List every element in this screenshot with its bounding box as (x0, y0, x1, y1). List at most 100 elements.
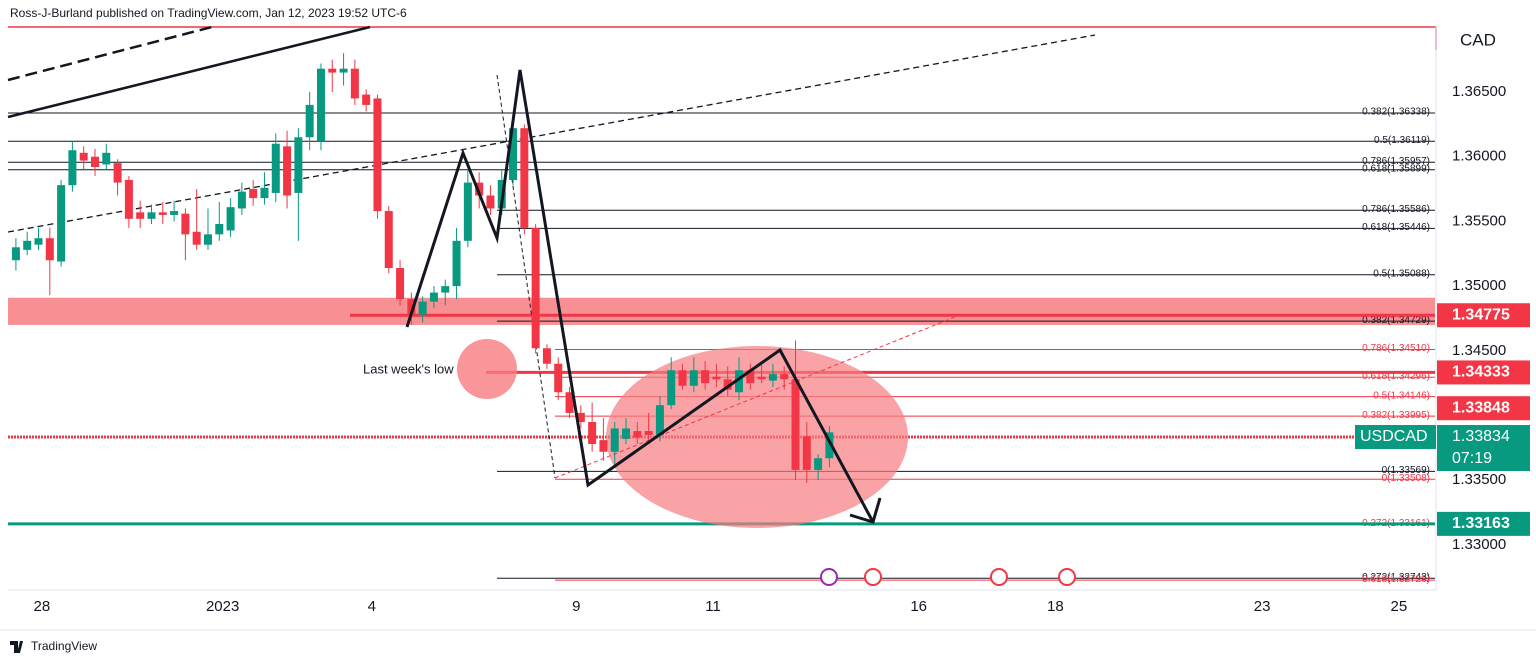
candle-body (362, 94, 371, 105)
candle-body (260, 187, 269, 199)
y-tick-label: 1.33500 (1452, 471, 1506, 488)
candle-body (249, 189, 258, 199)
trend-line (7, 25, 371, 119)
candle-body (34, 238, 43, 245)
candle-body (610, 428, 619, 452)
candle-body (136, 212, 145, 219)
trend-line (7, 34, 1096, 233)
fib-label: 0(1.33569) (1382, 465, 1430, 476)
symbol-box (1355, 425, 1436, 450)
candle-body (509, 128, 518, 180)
fib-trend (496, 74, 556, 479)
candle-body (90, 156, 99, 168)
event-icon[interactable] (820, 568, 838, 586)
candle-body (181, 213, 190, 235)
x-tick-label: 9 (572, 598, 580, 615)
fib-label: 0.618(1.35446) (1362, 222, 1430, 233)
candle-body (384, 211, 393, 268)
y-tick-label: 1.35000 (1452, 277, 1506, 294)
x-tick-label: 25 (1391, 598, 1408, 615)
candle-body (11, 247, 20, 261)
candle-body (57, 185, 66, 262)
candle-body (599, 440, 608, 452)
arrow-head (849, 497, 882, 524)
candle-body (576, 412, 585, 423)
candle-body (407, 299, 416, 315)
candle-body (305, 104, 314, 138)
candle-body (802, 436, 811, 470)
candle-body (441, 286, 450, 293)
candle-body (565, 392, 574, 413)
fib-label: 0.272(1.32743) (1362, 572, 1430, 583)
price-label: 1.33163 (1452, 515, 1510, 532)
candle-body (113, 163, 122, 183)
candle-body (791, 379, 800, 470)
y-tick-label: 1.36500 (1452, 83, 1506, 100)
candle-body (757, 376, 766, 380)
candle-body (283, 146, 292, 196)
candle-body (678, 370, 687, 386)
event-icon[interactable] (864, 568, 882, 586)
candle-body (158, 212, 167, 215)
fib-label: 0.5(1.35088) (1373, 268, 1430, 279)
candle-body (237, 191, 246, 209)
price-box (1437, 511, 1530, 536)
candle-body (418, 301, 427, 315)
x-tick-label: 16 (910, 598, 927, 615)
y-tick-label: 1.33000 (1452, 536, 1506, 553)
y-tick-label: 1.34500 (1452, 342, 1506, 359)
candle-body (68, 150, 77, 186)
event-icon[interactable] (990, 568, 1008, 586)
fib-label: 0.786(1.35957) (1362, 156, 1430, 167)
candle-body (588, 422, 597, 445)
fib-label: 0.618(1.35899) (1362, 163, 1430, 174)
x-tick-label: 28 (34, 598, 51, 615)
candle-body (271, 143, 280, 193)
candle-body (667, 370, 676, 406)
zones (8, 297, 1435, 325)
candle-body (814, 458, 823, 470)
candle-body (373, 98, 382, 212)
fib-label: 0.618(1.34296) (1362, 371, 1430, 382)
candle-body (689, 370, 698, 386)
drawings (405, 69, 1076, 586)
candle-body (226, 207, 235, 231)
candle-body (701, 370, 710, 384)
candle-body (203, 234, 212, 245)
price-label: 1.34775 (1452, 306, 1510, 323)
candle-body (429, 292, 438, 302)
price-label: 1.33834 (1452, 428, 1510, 445)
price-box (1437, 396, 1530, 421)
candle-body (294, 137, 303, 193)
x-tick-label: 18 (1047, 598, 1064, 615)
fib-trend (554, 314, 961, 479)
candle-body (102, 152, 111, 165)
candle-body (825, 432, 834, 459)
price-label: 1.33848 (1452, 399, 1510, 416)
candle-body (531, 227, 540, 349)
candle-body (147, 212, 156, 219)
price-labels: 1.34775 1.34333 1.33848 USDCAD 1.33834 07:19 1… (1355, 303, 1530, 536)
fib-label: 0.786(1.34510) (1362, 343, 1430, 354)
y-tick-label: 1.36000 (1452, 148, 1506, 165)
footer: TradingView (31, 639, 97, 653)
candle-body (735, 370, 744, 393)
candle-body (622, 428, 631, 439)
event-icon[interactable] (1058, 568, 1076, 586)
candle-body (339, 68, 348, 73)
candle-body (463, 182, 472, 241)
candle-body (475, 182, 484, 196)
fib-label: 0.618(1.32728) (1362, 574, 1430, 585)
candle-body (723, 379, 732, 390)
fib-label: 0(1.33508) (1382, 473, 1430, 484)
candle-body (644, 431, 653, 435)
axes: 1.33000 1.33500 1.34500 1.35000 1.35500 1.360… (34, 83, 1507, 615)
price-box (1437, 303, 1530, 328)
candle-body (712, 376, 721, 380)
candle-body (746, 370, 755, 384)
ellipse (606, 346, 908, 528)
x-tick-label: 23 (1254, 598, 1271, 615)
candle-body (316, 68, 325, 142)
annotation: Last week's low (363, 361, 454, 376)
